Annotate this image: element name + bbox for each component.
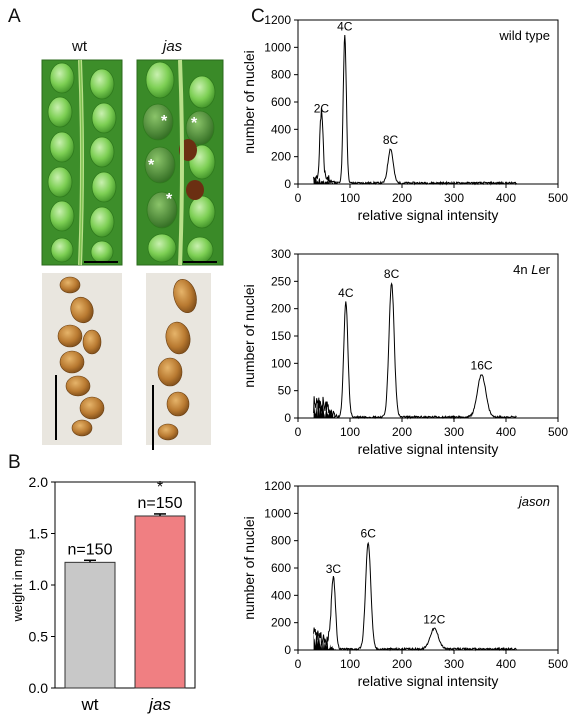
flow-cytometry-jason: 0 200 400 600 800 1000 1200 0 100 200 300 400 500 rel… (241, 480, 568, 689)
y-tick-label: 1.5 (29, 526, 49, 542)
y-tick-label: 1000 (264, 40, 291, 54)
y-tick-label: 800 (271, 534, 291, 548)
x-category-label: wt (81, 695, 99, 714)
y-tick-label: 200 (271, 150, 291, 164)
jas-column-label: jas (163, 38, 183, 55)
y-tick-label: 150 (271, 329, 291, 343)
plot-frame (297, 19, 559, 185)
x-tick-label: 500 (548, 425, 568, 439)
bar-n-label: n=150 (138, 495, 183, 512)
y-tick-label: 0.5 (29, 629, 49, 645)
peak-label: 4C (337, 19, 353, 33)
x-tick-label: 0 (295, 191, 302, 205)
jas-silique-photo: * * * * (136, 59, 224, 266)
debris-noise-region (313, 397, 336, 418)
debris-noise-region (313, 176, 336, 184)
svg-text:*: * (191, 115, 198, 132)
y-tick-label: 600 (271, 561, 291, 575)
peak-label: 6C (361, 526, 377, 540)
svg-text:*: * (148, 157, 155, 174)
histogram-trace (313, 34, 517, 186)
y-tick-label: 1.0 (29, 577, 49, 593)
histogram-trace (313, 541, 517, 652)
y-tick-label: 250 (271, 274, 291, 288)
y-tick-label: 2.0 (29, 474, 49, 490)
x-tick-label: 100 (340, 425, 360, 439)
panel-a-photos: * * * * (41, 59, 224, 450)
y-tick-label: 600 (271, 95, 291, 109)
y-tick-label: 1000 (264, 506, 291, 520)
peak-label: 16C (471, 358, 493, 372)
flow-cytometry-4n-ler: 0 50 100 150 200 250 300 0 100 200 300 400 500 relati… (241, 248, 568, 457)
y-axis-label: number of nuclei (241, 284, 257, 388)
plot-title: jason (517, 494, 550, 509)
y-tick-label: 400 (271, 122, 291, 136)
wt-silique-photo (41, 59, 123, 266)
x-tick-label: 100 (340, 657, 360, 671)
peak-label: 3C (326, 562, 342, 576)
peak-label: 4C (338, 286, 354, 300)
y-tick-label: 300 (271, 248, 291, 261)
y-tick-label: 200 (271, 302, 291, 316)
y-tick-label: 0 (284, 411, 291, 425)
y-tick-label: 0.0 (29, 680, 49, 696)
y-tick-label: 0 (284, 177, 291, 191)
x-tick-label: 400 (496, 657, 516, 671)
svg-text:*: * (166, 191, 173, 208)
y-axis-label: number of nuclei (241, 50, 257, 154)
y-tick-label: 0 (284, 643, 291, 657)
y-tick-label: 100 (271, 356, 291, 370)
x-tick-label: 200 (392, 425, 412, 439)
panel-b-letter: B (8, 452, 21, 473)
y-axis-label: weight in mg (10, 549, 25, 623)
wt-column-label: wt (72, 38, 87, 55)
y-tick-label: 1200 (264, 14, 291, 27)
svg-text:*: * (161, 113, 168, 130)
peak-label: 8C (383, 133, 399, 147)
bar (64, 561, 116, 689)
y-tick-label: 50 (278, 384, 292, 398)
x-tick-label: 300 (444, 657, 464, 671)
panel-c-letter: C (251, 6, 265, 27)
jas-dry-seeds-photo (146, 273, 211, 450)
y-tick-label: 400 (271, 588, 291, 602)
plot-title: 4n Ler (513, 262, 551, 277)
x-tick-label: 100 (340, 191, 360, 205)
x-tick-label: 500 (548, 657, 568, 671)
peak-label: 12C (423, 613, 445, 627)
y-tick-label: 800 (271, 68, 291, 82)
x-tick-label: 400 (496, 425, 516, 439)
x-tick-label: 200 (392, 657, 412, 671)
bar (134, 515, 186, 689)
y-tick-label: 200 (271, 616, 291, 630)
peak-label: 2C (314, 101, 330, 115)
x-category-label: jas (147, 695, 171, 714)
plot-frame (297, 253, 559, 419)
x-tick-label: 300 (444, 425, 464, 439)
x-tick-label: 0 (295, 657, 302, 671)
x-tick-label: 200 (392, 191, 412, 205)
panel-a-letter: A (8, 6, 21, 27)
x-tick-label: 0 (295, 425, 302, 439)
plot-title: wild type (498, 28, 550, 43)
wt-dry-seeds-photo (42, 273, 122, 445)
peak-label: 8C (384, 267, 400, 281)
debris-noise-region (313, 628, 336, 650)
histogram-trace (313, 282, 517, 420)
x-axis-label: relative signal intensity (358, 207, 499, 223)
y-axis-label: number of nuclei (241, 516, 257, 620)
flow-cytometry-wild-type: 0 200 400 600 800 1000 1200 0 100 200 300 400 500 rel… (241, 14, 568, 223)
y-tick-label: 1200 (264, 480, 291, 493)
x-axis-label: relative signal intensity (358, 441, 499, 457)
x-axis-label: relative signal intensity (358, 673, 499, 689)
x-tick-label: 500 (548, 191, 568, 205)
bar-n-label: n=150 (68, 541, 113, 558)
x-tick-label: 400 (496, 191, 516, 205)
significance-star: * (157, 479, 163, 496)
x-tick-label: 300 (444, 191, 464, 205)
